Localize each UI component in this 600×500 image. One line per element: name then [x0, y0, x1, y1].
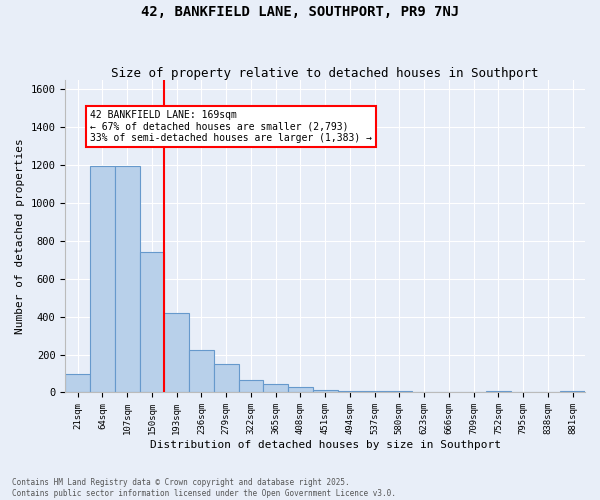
Bar	[65, 374, 90, 392]
Bar	[560, 390, 585, 392]
Bar	[486, 390, 511, 392]
Bar	[263, 384, 288, 392]
Bar	[288, 387, 313, 392]
Bar	[313, 390, 338, 392]
Bar	[90, 166, 115, 392]
Bar	[189, 350, 214, 393]
Bar	[362, 390, 387, 392]
Bar	[140, 252, 164, 392]
Title: Size of property relative to detached houses in Southport: Size of property relative to detached ho…	[112, 66, 539, 80]
Text: 42, BANKFIELD LANE, SOUTHPORT, PR9 7NJ: 42, BANKFIELD LANE, SOUTHPORT, PR9 7NJ	[141, 5, 459, 19]
Bar	[387, 390, 412, 392]
Bar	[214, 364, 239, 392]
Text: Contains HM Land Registry data © Crown copyright and database right 2025.
Contai: Contains HM Land Registry data © Crown c…	[12, 478, 396, 498]
Bar	[115, 166, 140, 392]
Y-axis label: Number of detached properties: Number of detached properties	[15, 138, 25, 334]
Text: 42 BANKFIELD LANE: 169sqm
← 67% of detached houses are smaller (2,793)
33% of se: 42 BANKFIELD LANE: 169sqm ← 67% of detac…	[90, 110, 372, 143]
Bar	[338, 390, 362, 392]
Bar	[239, 380, 263, 392]
Bar	[164, 313, 189, 392]
X-axis label: Distribution of detached houses by size in Southport: Distribution of detached houses by size …	[149, 440, 500, 450]
